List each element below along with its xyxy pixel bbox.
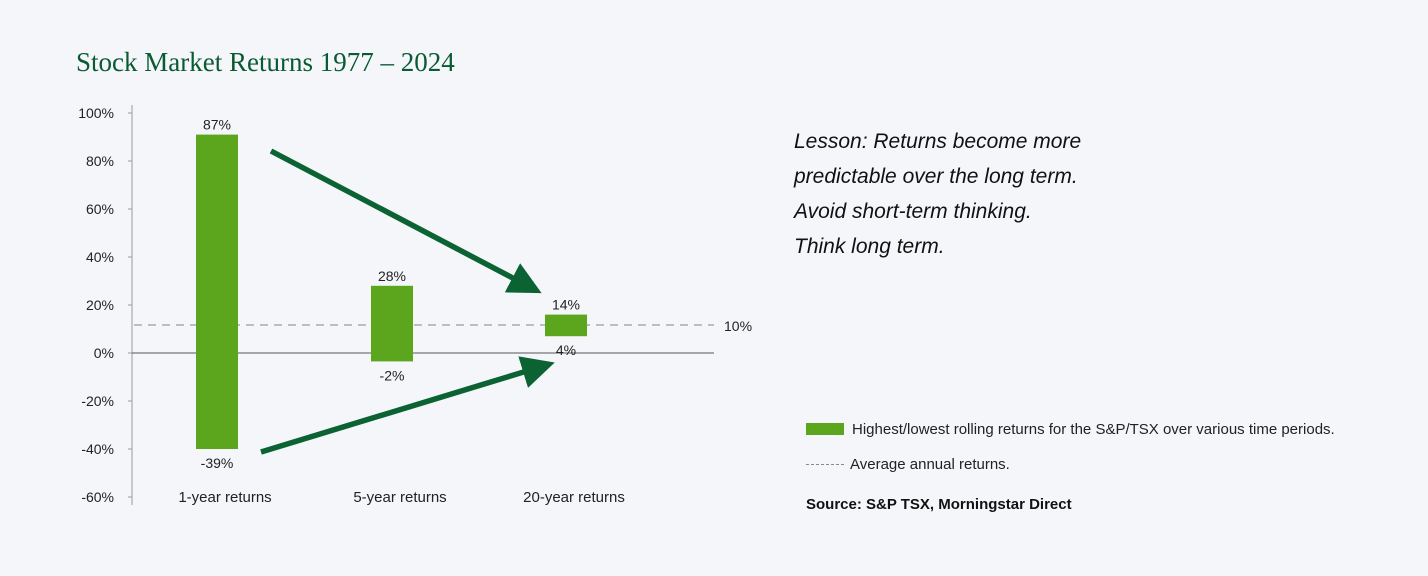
bar-high-label: 87% [203, 117, 231, 133]
legend-bar-swatch [806, 423, 844, 435]
y-tick-label: 60% [86, 201, 114, 217]
bar-2 [371, 285, 413, 362]
chart-title: Stock Market Returns 1977 – 2024 [76, 47, 455, 77]
legend-dash-swatch [806, 463, 844, 465]
legend-item-bar: Highest/lowest rolling returns for the S… [806, 419, 1335, 439]
y-tick-label: 40% [86, 249, 114, 265]
lower-trend-arrow [260, 356, 555, 455]
bar-high-label: 28% [378, 268, 406, 284]
source-note: Source: S&P TSX, Morningstar Direct [806, 496, 1072, 513]
lesson-text: Lesson: Returns become more predictable … [794, 124, 1081, 264]
y-tick-label: -20% [81, 393, 114, 409]
legend-item-average: Average annual returns. [806, 454, 1335, 474]
legend: Highest/lowest rolling returns for the S… [806, 419, 1335, 489]
bar-high-label: 14% [552, 297, 580, 313]
bar-3 [545, 314, 587, 337]
bar-low-label: -39% [201, 455, 234, 471]
y-tick-label: -40% [81, 441, 114, 457]
bar-low-label: -2% [380, 367, 405, 383]
upper-trend-arrow [269, 148, 542, 294]
average-line-label: 10% [724, 318, 752, 334]
lesson-line-1: Lesson: Returns become more [794, 130, 1082, 153]
bar-low-label: 4% [556, 342, 576, 358]
y-tick-label: 20% [86, 297, 114, 313]
x-category-label: 5-year returns [353, 489, 446, 506]
x-category-label: 1-year returns [178, 489, 271, 506]
lesson-line-3: Avoid short-term thinking. [794, 200, 1032, 223]
y-tick-label: -60% [81, 489, 114, 505]
y-tick-label: 80% [86, 153, 114, 169]
y-tick-label: 100% [78, 105, 114, 121]
legend-bar-label: Highest/lowest rolling returns for the S… [852, 420, 1335, 438]
x-category-label: 20-year returns [523, 489, 625, 506]
chart-plot: 100% 80% 60% 40% 20% 0% -20% -40% -60% 10% 87% -39… [78, 105, 752, 506]
lesson-line-4: Think long term. [794, 235, 945, 258]
lesson-line-2: predictable over the long term. [794, 165, 1078, 188]
y-tick-label: 0% [94, 345, 114, 361]
legend-average-label: Average annual returns. [850, 455, 1010, 473]
bar-1 [196, 134, 238, 449]
